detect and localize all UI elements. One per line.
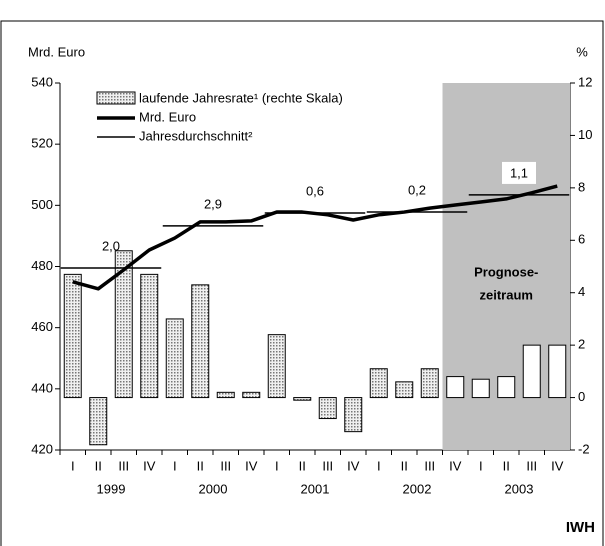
year-label: 1999 bbox=[97, 481, 126, 496]
y-tick-label: 520 bbox=[31, 136, 53, 151]
x-tick-label: I bbox=[173, 458, 177, 473]
x-tick-label: I bbox=[71, 458, 75, 473]
bar bbox=[522, 344, 541, 399]
y2-tick-label: 6 bbox=[578, 232, 585, 247]
forecast-label: zeitraum bbox=[480, 287, 533, 302]
y-tick-label: 480 bbox=[31, 258, 53, 273]
x-tick-label: III bbox=[322, 458, 333, 473]
bar bbox=[216, 391, 235, 399]
bar bbox=[191, 284, 210, 399]
label-box bbox=[502, 161, 536, 184]
x-tick-label: III bbox=[118, 458, 129, 473]
x-tick-label: IV bbox=[245, 458, 258, 473]
y2-tick-label: 4 bbox=[578, 284, 585, 299]
frame bbox=[0, 20, 604, 546]
y2-tick-label: 12 bbox=[578, 74, 592, 89]
bar bbox=[63, 273, 82, 399]
x-tick-label: II bbox=[299, 458, 306, 473]
growth-label: 0,2 bbox=[408, 182, 426, 197]
bar bbox=[165, 318, 184, 399]
year-label: 2003 bbox=[505, 481, 534, 496]
y-tick-label: 420 bbox=[31, 441, 53, 456]
y-tick-label: 440 bbox=[31, 380, 53, 395]
bar bbox=[140, 273, 159, 399]
year-label: 2000 bbox=[199, 481, 228, 496]
bar bbox=[446, 376, 465, 399]
x-tick-label: II bbox=[197, 458, 204, 473]
x-tick-label: IV bbox=[347, 458, 360, 473]
x-tick-label: I bbox=[377, 458, 381, 473]
x-tick-label: II bbox=[401, 458, 408, 473]
x-tick-label: II bbox=[95, 458, 102, 473]
bar bbox=[267, 334, 286, 399]
bar bbox=[548, 344, 567, 399]
x-tick-label: IV bbox=[143, 458, 156, 473]
x-tick-label: IV bbox=[551, 458, 564, 473]
bar bbox=[114, 250, 133, 399]
forecast-label: Prognose- bbox=[474, 264, 538, 279]
growth-label: 1,1 bbox=[510, 165, 528, 180]
bar bbox=[471, 378, 490, 399]
y2-tick-label: 10 bbox=[578, 127, 592, 142]
bar bbox=[497, 376, 516, 399]
y2-tick-label: -2 bbox=[578, 441, 590, 456]
x-tick-label: III bbox=[526, 458, 537, 473]
y-tick-label: 540 bbox=[31, 74, 53, 89]
x-tick-label: I bbox=[275, 458, 279, 473]
bar bbox=[369, 368, 388, 399]
legend-label: Jahresdurchschnitt² bbox=[139, 128, 253, 143]
source: IWH bbox=[566, 519, 595, 536]
bar bbox=[293, 397, 312, 401]
growth-label: 0,6 bbox=[306, 183, 324, 198]
x-tick-label: II bbox=[503, 458, 510, 473]
bar bbox=[420, 368, 439, 399]
y-tick-label: 500 bbox=[31, 197, 53, 212]
x-tick-label: III bbox=[424, 458, 435, 473]
x-tick-label: IV bbox=[449, 458, 462, 473]
growth-label: 2,0 bbox=[102, 238, 120, 253]
y2-tick-label: 8 bbox=[578, 179, 585, 194]
legend-swatch bbox=[96, 91, 136, 105]
y2-tick-label: 2 bbox=[578, 337, 585, 352]
bar bbox=[89, 397, 108, 446]
growth-label: 2,9 bbox=[204, 196, 222, 211]
x-tick-label: I bbox=[479, 458, 483, 473]
y-axis-label: Mrd. Euro bbox=[28, 44, 85, 59]
legend-label: Mrd. Euro bbox=[139, 109, 196, 124]
bar bbox=[242, 391, 261, 399]
legend-label: laufende Jahresrate¹ (rechte Skala) bbox=[139, 90, 343, 105]
y2-axis-label: % bbox=[576, 44, 588, 59]
year-label: 2002 bbox=[403, 481, 432, 496]
y2-tick-label: 0 bbox=[578, 389, 585, 404]
bar bbox=[318, 397, 337, 420]
y-tick-label: 460 bbox=[31, 319, 53, 334]
bar bbox=[344, 397, 363, 433]
bar bbox=[395, 381, 414, 399]
x-tick-label: III bbox=[220, 458, 231, 473]
line bbox=[72, 184, 558, 291]
year-label: 2001 bbox=[301, 481, 330, 496]
